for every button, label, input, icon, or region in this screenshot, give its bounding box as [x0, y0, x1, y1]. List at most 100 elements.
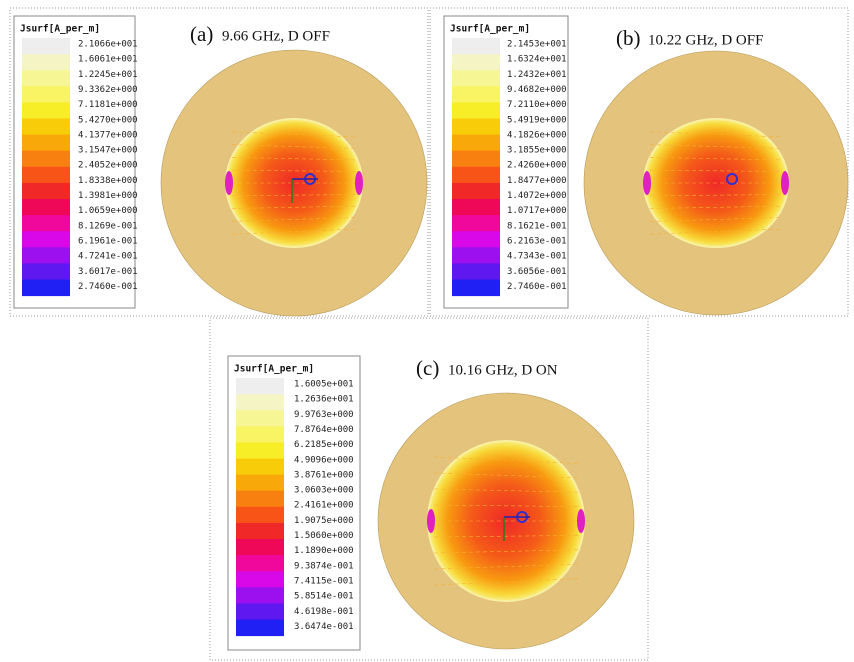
legend-label: 1.5060e+000 [294, 531, 354, 541]
color-band [22, 167, 70, 184]
edge-hotspot [427, 509, 435, 533]
legend-label: 3.6056e-001 [507, 267, 567, 277]
legend-label: 3.6017e-001 [78, 267, 138, 277]
edge-hotspot [781, 171, 789, 195]
color-band [22, 102, 70, 119]
legend-label: 3.1547e+000 [78, 146, 138, 156]
color-band [22, 54, 70, 71]
legend-label: 7.2110e+000 [507, 100, 567, 110]
legend-label: 1.8477e+000 [507, 176, 567, 186]
color-band [452, 263, 500, 280]
color-band [22, 135, 70, 152]
color-band [22, 183, 70, 200]
legend-label: 6.2185e+000 [294, 440, 354, 450]
legend-label: 9.4682e+000 [507, 85, 567, 95]
color-band [452, 280, 500, 297]
legend-title: Jsurf[A_per_m] [234, 364, 314, 375]
legend-label: 2.4161e+000 [294, 501, 354, 511]
legend-label: 9.3874e-001 [294, 561, 354, 571]
color-band [22, 215, 70, 232]
color-band [236, 394, 284, 411]
page: {"panels": [ {"label": "(a)", "caption":… [0, 0, 854, 662]
color-band [236, 555, 284, 572]
color-band [236, 410, 284, 427]
edge-hotspot [225, 171, 233, 195]
legend-label: 2.4052e+000 [78, 161, 138, 171]
panel-label: (b) [616, 26, 641, 50]
color-band [236, 475, 284, 492]
legend-label: 7.8764e+000 [294, 425, 354, 435]
legend-label: 5.8514e-001 [294, 592, 354, 602]
color-band [22, 86, 70, 103]
color-band [236, 571, 284, 588]
color-band [236, 603, 284, 620]
legend-label: 5.4270e+000 [78, 115, 138, 125]
color-band [452, 70, 500, 87]
color-band [236, 459, 284, 476]
edge-hotspot [355, 171, 363, 195]
legend-title: Jsurf[A_per_m] [450, 24, 530, 35]
legend-label: 3.0603e+000 [294, 486, 354, 496]
legend-label: 1.6005e+001 [294, 380, 354, 390]
legend-label: 2.4260e+000 [507, 161, 567, 171]
legend-label: 1.4072e+000 [507, 191, 567, 201]
legend-label: 2.7460e-001 [507, 282, 567, 292]
legend-label: 4.6198e-001 [294, 607, 354, 617]
color-band [452, 231, 500, 248]
legend-label: 6.2163e-001 [507, 236, 567, 246]
legend-label: 1.2432e+001 [507, 70, 567, 80]
color-band [236, 491, 284, 508]
color-band [452, 102, 500, 119]
color-band [236, 539, 284, 556]
color-band [452, 86, 500, 103]
color-band [452, 199, 500, 216]
legend-label: 2.1453e+001 [507, 40, 567, 50]
color-band [22, 231, 70, 248]
color-band [452, 135, 500, 152]
legend-label: 3.1855e+000 [507, 146, 567, 156]
legend-label: 1.9075e+000 [294, 516, 354, 526]
legend-label: 1.6061e+001 [78, 55, 138, 65]
color-band [236, 523, 284, 540]
legend-label: 7.1181e+000 [78, 100, 138, 110]
legend-label: 1.3981e+000 [78, 191, 138, 201]
color-band [22, 119, 70, 136]
legend-label: 1.0717e+000 [507, 206, 567, 216]
panel-label: (a) [190, 22, 213, 46]
color-band [236, 426, 284, 443]
legend-label: 9.3362e+000 [78, 85, 138, 95]
legend-title: Jsurf[A_per_m] [20, 24, 100, 35]
color-band [22, 151, 70, 168]
legend-label: 9.9763e+000 [294, 410, 354, 420]
color-band [452, 247, 500, 264]
legend-label: 6.1961e-001 [78, 236, 138, 246]
color-band [452, 183, 500, 200]
legend-label: 8.1621e-001 [507, 221, 567, 231]
panel-caption: 10.16 GHz, D ON [448, 362, 558, 378]
legend-label: 4.1377e+000 [78, 130, 138, 140]
color-band [236, 587, 284, 604]
color-band [236, 507, 284, 524]
panel-caption: 9.66 GHz, D OFF [222, 28, 330, 44]
color-band [22, 280, 70, 297]
legend-label: 1.6324e+001 [507, 55, 567, 65]
legend-label: 2.1066e+001 [78, 40, 138, 50]
color-band [452, 215, 500, 232]
color-band [22, 263, 70, 280]
legend-label: 1.0659e+000 [78, 206, 138, 216]
legend-label: 3.8761e+000 [294, 470, 354, 480]
legend-label: 1.8338e+000 [78, 176, 138, 186]
color-band [452, 151, 500, 168]
edge-hotspot [577, 509, 585, 533]
color-band [452, 119, 500, 136]
color-band [236, 620, 284, 637]
legend-label: 4.1826e+000 [507, 130, 567, 140]
color-band [452, 54, 500, 71]
color-band [22, 247, 70, 264]
legend-label: 7.4115e-001 [294, 576, 354, 586]
color-band [22, 199, 70, 216]
edge-hotspot [643, 171, 651, 195]
legend-label: 3.6474e-001 [294, 622, 354, 632]
legend-label: 4.7343e-001 [507, 252, 567, 262]
panel-label: (c) [416, 356, 439, 380]
